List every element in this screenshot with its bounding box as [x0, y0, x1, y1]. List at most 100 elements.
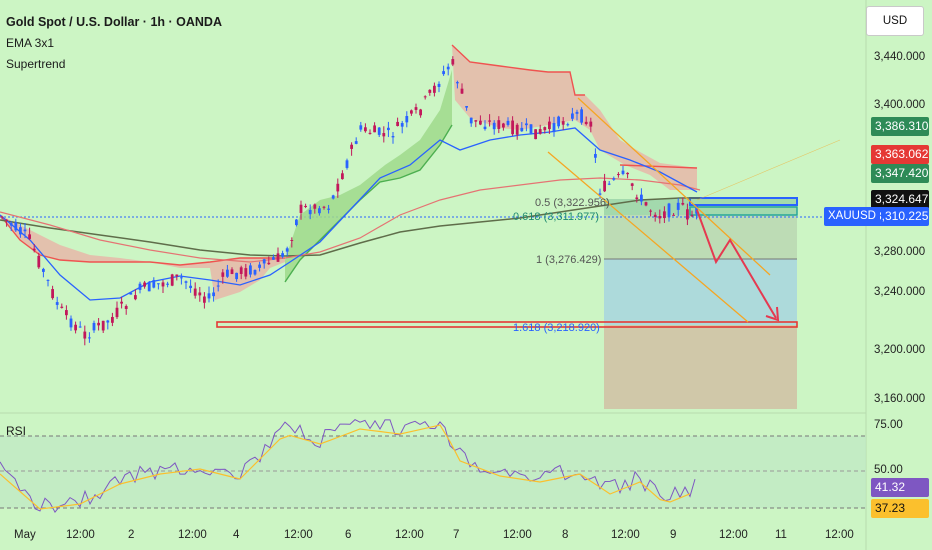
channel-line-upper [577, 97, 771, 276]
candle-body [60, 306, 64, 308]
price-tag-current: 3,324.647 [871, 190, 929, 209]
rsi-ma-tag: 37.23 [871, 499, 929, 518]
candle-body [391, 136, 395, 138]
candle-body [92, 322, 96, 331]
support-rect [216, 321, 798, 328]
candle-body [460, 88, 464, 94]
y-tick-label: 3,240.000 [874, 286, 925, 298]
candle-body [345, 160, 349, 168]
candle-body [548, 121, 551, 130]
fib-target-zone [604, 259, 797, 325]
candle-body [37, 255, 41, 268]
candle-body [313, 204, 317, 209]
x-tick-label: 2 [128, 529, 134, 541]
candle-body [124, 306, 128, 309]
candle-body [157, 283, 160, 285]
candle-body [267, 262, 271, 265]
candle-body [377, 127, 381, 135]
candle-body [373, 125, 376, 133]
candle-body [226, 269, 229, 277]
candle-body [557, 116, 560, 127]
candle-body [594, 154, 597, 158]
candle-body [0, 216, 4, 218]
candle-body [28, 234, 31, 239]
ma-long-line [0, 197, 700, 257]
candle-body [511, 120, 514, 135]
candle-body [193, 288, 197, 296]
indicator-supertrend[interactable]: Supertrend [6, 57, 66, 71]
candle-body [676, 202, 680, 210]
ma-mid-line [0, 177, 701, 263]
price-tag-ema: 3,347.420 [871, 164, 929, 183]
candle-body [474, 120, 478, 122]
candle-body [621, 170, 625, 174]
rsi-ma-line [0, 424, 691, 510]
candle-body [285, 248, 289, 252]
chart-title: Gold Spot / U.S. Dollar · 1h · OANDA [6, 15, 222, 29]
fib-label-1: 0.618 (3,311.977) [513, 211, 599, 223]
x-tick-label: 9 [670, 529, 676, 541]
currency-button[interactable]: USD [866, 6, 924, 36]
x-tick-label: 12:00 [395, 529, 424, 541]
indicator-ema[interactable]: EMA 3x1 [6, 36, 55, 50]
candle-body [83, 331, 87, 339]
y-tick-label: 3,160.000 [874, 393, 925, 405]
candle-body [658, 215, 662, 219]
candle-body [640, 194, 643, 202]
candle-body [488, 120, 491, 122]
candle-body [681, 202, 685, 205]
candle-body [46, 279, 50, 281]
candle-body [55, 302, 59, 305]
candle-body [322, 206, 326, 208]
candle-body [120, 301, 123, 304]
candle-body [695, 205, 698, 214]
candle-body [387, 127, 390, 131]
candle-body [9, 223, 13, 226]
candle-body [175, 274, 179, 277]
projection-arrow-head [765, 306, 780, 322]
candle-body [290, 240, 294, 242]
supertrend-bear-fill-1 [0, 215, 285, 300]
candle-body [575, 111, 579, 114]
candle-body [239, 267, 243, 274]
candle-body [437, 83, 441, 87]
y-tick-label: 3,280.000 [874, 246, 925, 258]
candle-body [589, 121, 593, 127]
candle-body [5, 219, 8, 221]
candle-body [686, 209, 689, 220]
ema-line [0, 127, 698, 301]
chart-legend: Gold Spot / U.S. Dollar · 1h · OANDA EMA… [6, 12, 222, 75]
candle-body [198, 292, 202, 296]
candle-body [506, 120, 510, 125]
candle-body [14, 222, 18, 231]
candle-body [253, 269, 257, 275]
candle-body [341, 173, 344, 180]
candle-body [147, 282, 151, 292]
candle-body [580, 109, 583, 123]
candle-body [617, 174, 620, 176]
candle-body [497, 120, 501, 129]
candle-body [152, 280, 156, 288]
candle-body [492, 122, 496, 130]
candle-body [483, 126, 487, 130]
candle-body [479, 120, 482, 125]
candle-body [469, 117, 473, 124]
rsi-label[interactable]: RSI [6, 424, 27, 438]
x-tick-label: 12:00 [66, 529, 95, 541]
y-tick-label: 3,440.000 [874, 51, 925, 63]
candle-body [534, 129, 537, 140]
fib-label-0: 0.5 (3,322.956) [535, 197, 610, 209]
candle-body [115, 307, 119, 318]
candle-body [350, 144, 353, 149]
fib-box-second [689, 206, 798, 216]
candle-body [603, 180, 606, 192]
candle-body [258, 264, 261, 268]
candle-body [630, 183, 634, 186]
x-tick-label: 11 [775, 529, 787, 541]
supertrend-line-bear-2 [451, 44, 585, 96]
candle-body [644, 202, 648, 206]
candle-body [203, 296, 206, 303]
candle-body [354, 141, 358, 144]
candle-body [626, 172, 629, 175]
